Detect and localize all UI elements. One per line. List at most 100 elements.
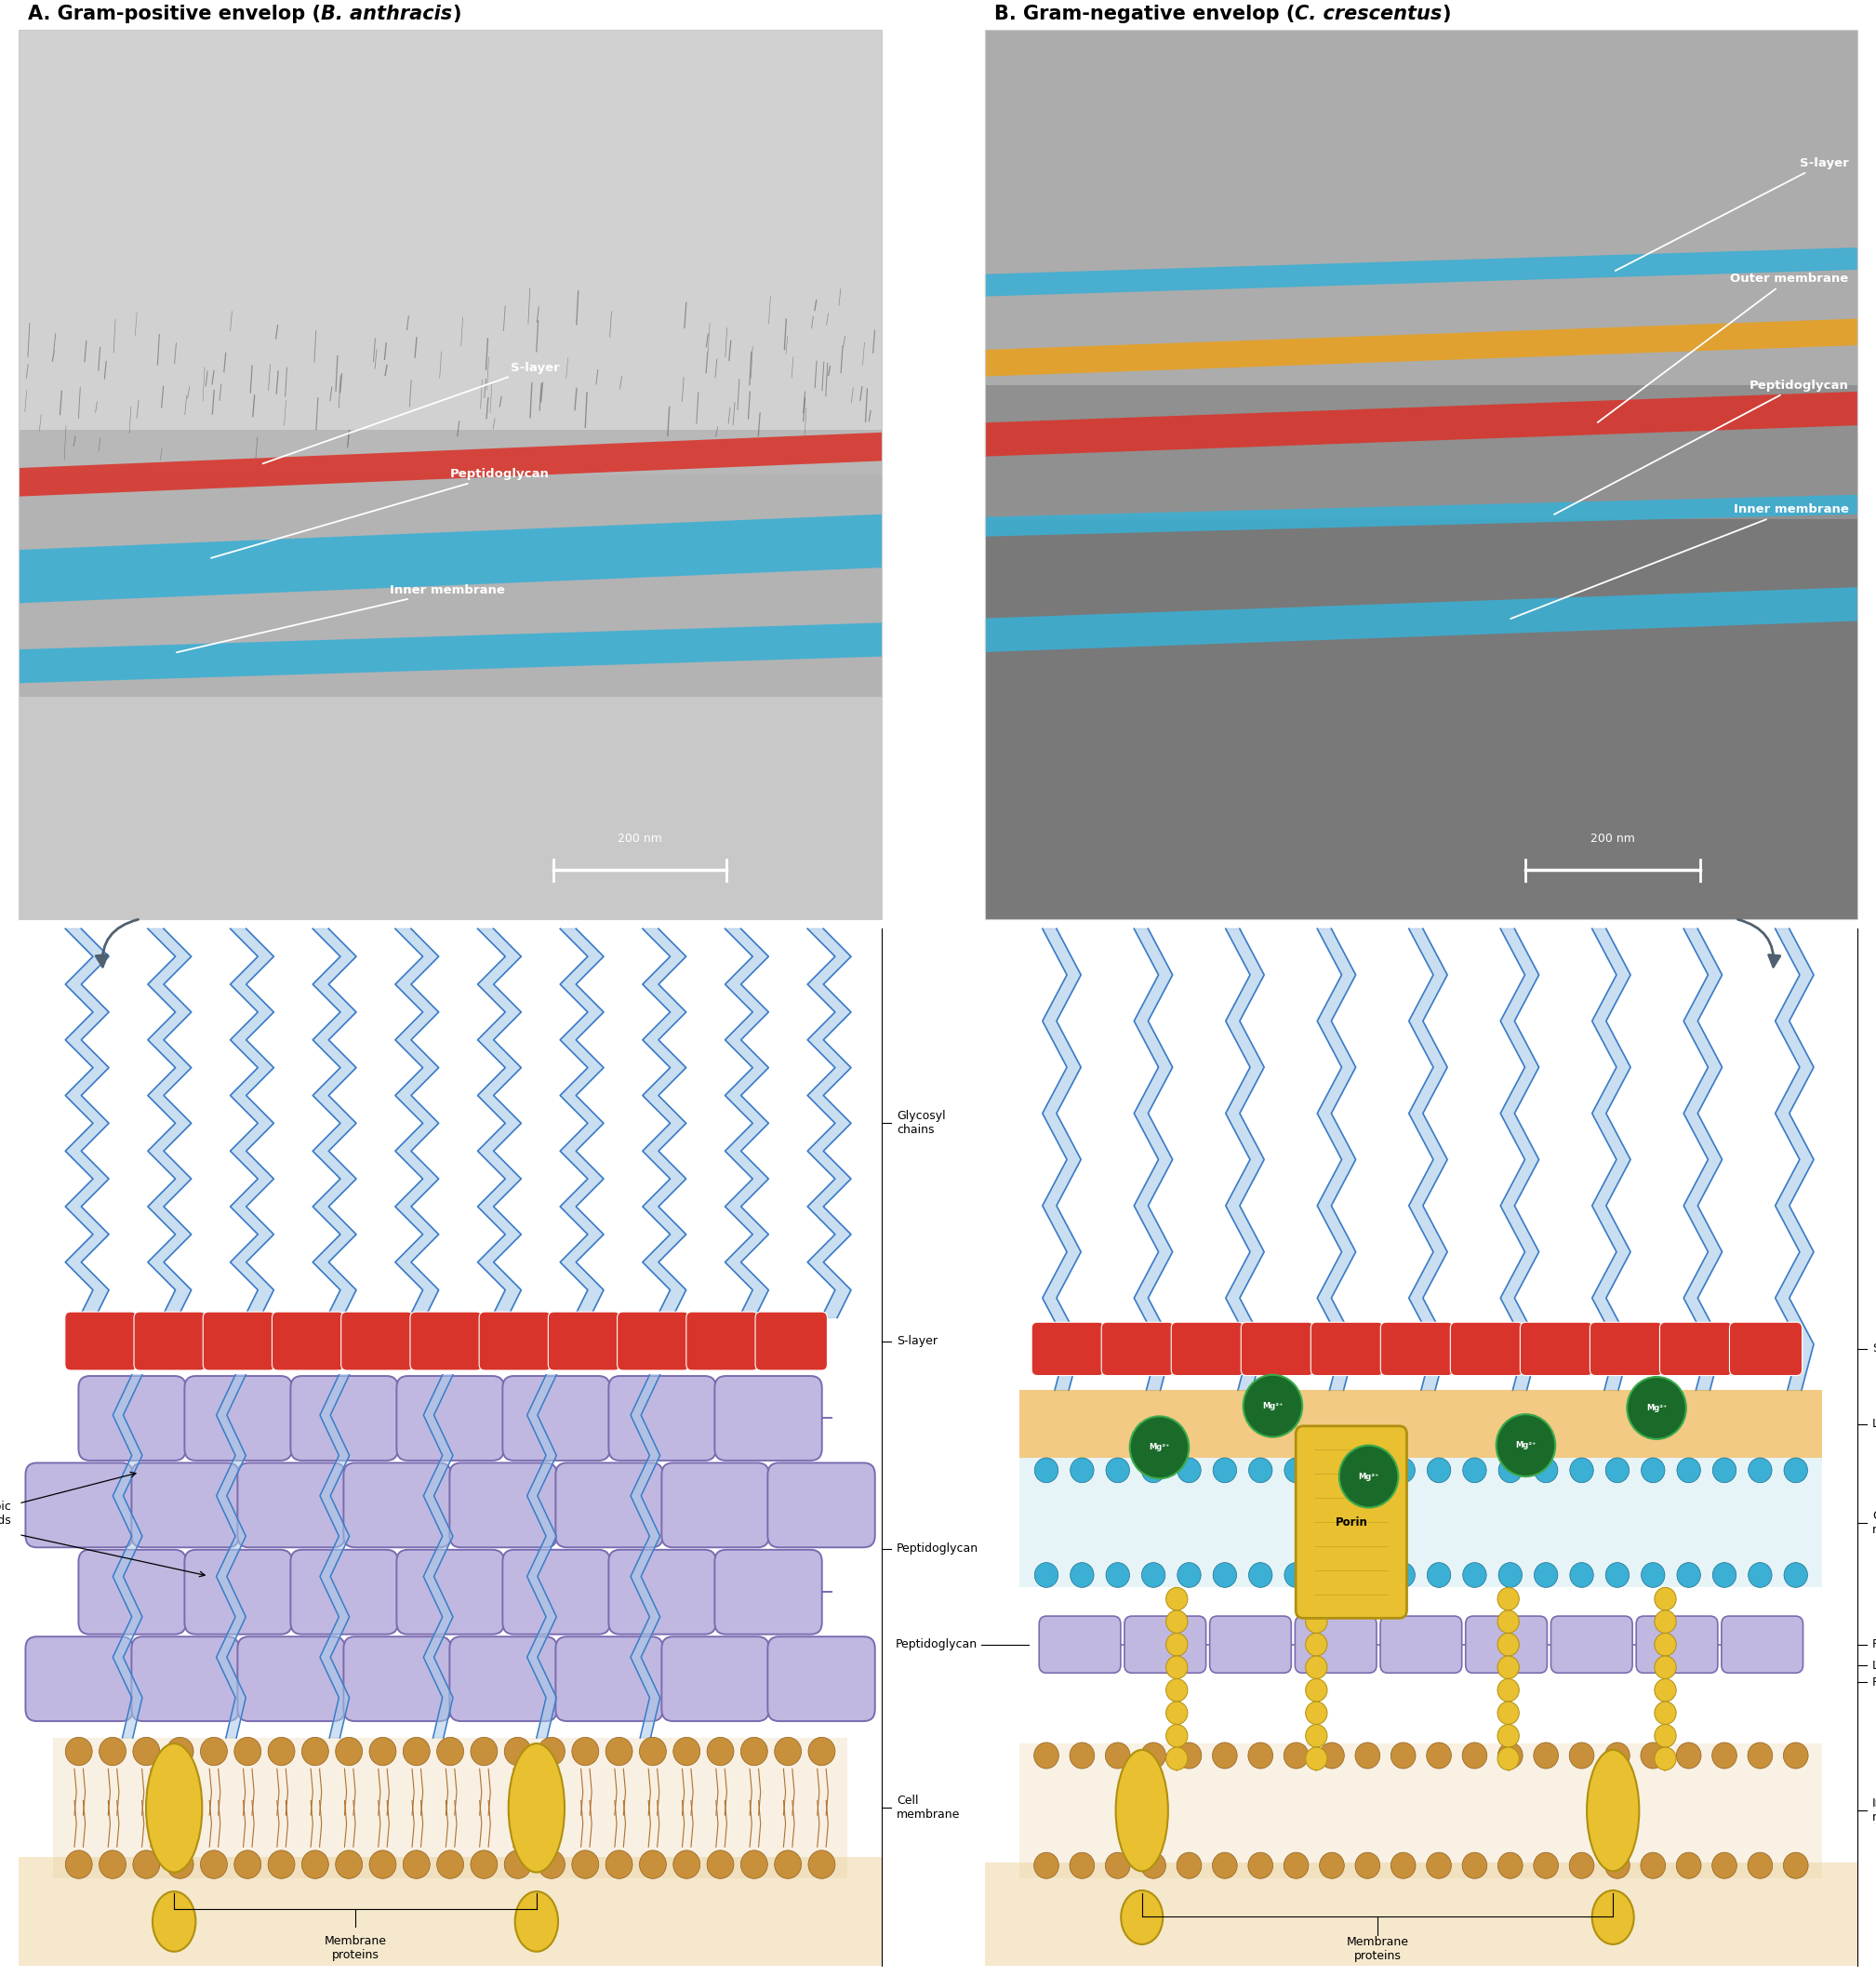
Circle shape — [1142, 1563, 1165, 1587]
Circle shape — [1784, 1563, 1808, 1587]
Circle shape — [1655, 1656, 1675, 1680]
Circle shape — [707, 1737, 734, 1765]
FancyBboxPatch shape — [548, 1312, 621, 1371]
Circle shape — [403, 1850, 430, 1879]
Circle shape — [1535, 1458, 1557, 1482]
FancyBboxPatch shape — [503, 1375, 610, 1460]
Circle shape — [1655, 1725, 1675, 1747]
Circle shape — [1642, 1458, 1664, 1482]
Bar — [19, 929, 882, 1966]
Circle shape — [1497, 1587, 1520, 1610]
Circle shape — [1321, 1458, 1343, 1482]
Text: S-layer: S-layer — [897, 1336, 938, 1348]
Circle shape — [1533, 1852, 1559, 1879]
Circle shape — [1141, 1852, 1165, 1879]
FancyBboxPatch shape — [291, 1549, 398, 1634]
Circle shape — [741, 1850, 767, 1879]
Polygon shape — [527, 1375, 557, 1739]
Circle shape — [1461, 1743, 1488, 1769]
Polygon shape — [807, 929, 852, 1318]
Polygon shape — [216, 1375, 246, 1739]
Circle shape — [1655, 1680, 1675, 1701]
Polygon shape — [113, 1375, 143, 1739]
Circle shape — [1428, 1563, 1450, 1587]
Circle shape — [1107, 1458, 1129, 1482]
Ellipse shape — [1122, 1891, 1163, 1944]
Circle shape — [302, 1850, 328, 1879]
Circle shape — [1499, 1563, 1521, 1587]
Circle shape — [1655, 1610, 1675, 1632]
Circle shape — [1214, 1458, 1236, 1482]
Circle shape — [1677, 1852, 1702, 1879]
Circle shape — [403, 1737, 430, 1765]
Circle shape — [1306, 1610, 1326, 1632]
Text: Mg²⁺: Mg²⁺ — [1263, 1401, 1283, 1411]
Circle shape — [1176, 1743, 1201, 1769]
Ellipse shape — [146, 1743, 203, 1873]
FancyBboxPatch shape — [1124, 1616, 1206, 1674]
Bar — [985, 30, 1857, 919]
FancyBboxPatch shape — [1381, 1322, 1454, 1375]
Circle shape — [1535, 1563, 1557, 1587]
Circle shape — [1497, 1415, 1555, 1476]
Circle shape — [471, 1850, 497, 1879]
FancyBboxPatch shape — [272, 1312, 343, 1371]
FancyBboxPatch shape — [343, 1636, 450, 1721]
Text: Peptidoglycan: Peptidoglycan — [897, 1543, 979, 1555]
Polygon shape — [643, 929, 687, 1318]
Polygon shape — [66, 929, 109, 1318]
Text: Mg²⁺: Mg²⁺ — [1358, 1472, 1379, 1480]
Circle shape — [1249, 1458, 1272, 1482]
Circle shape — [1606, 1852, 1630, 1879]
Circle shape — [1129, 1417, 1189, 1478]
Text: Cell
membrane: Cell membrane — [897, 1794, 961, 1822]
Circle shape — [1570, 1458, 1593, 1482]
Circle shape — [640, 1737, 666, 1765]
Circle shape — [1306, 1632, 1326, 1656]
Circle shape — [1497, 1725, 1520, 1747]
Circle shape — [1167, 1656, 1188, 1680]
Circle shape — [133, 1737, 159, 1765]
Circle shape — [1533, 1743, 1559, 1769]
FancyBboxPatch shape — [1551, 1616, 1632, 1674]
Circle shape — [809, 1850, 835, 1879]
FancyBboxPatch shape — [133, 1312, 206, 1371]
Polygon shape — [478, 929, 522, 1318]
Circle shape — [1319, 1852, 1345, 1879]
Ellipse shape — [1116, 1751, 1169, 1871]
Circle shape — [1069, 1743, 1094, 1769]
Circle shape — [302, 1737, 328, 1765]
Circle shape — [336, 1737, 362, 1765]
Circle shape — [1713, 1458, 1735, 1482]
Circle shape — [1499, 1458, 1521, 1482]
Polygon shape — [231, 929, 274, 1318]
Polygon shape — [19, 622, 882, 684]
Bar — [985, 929, 1857, 1966]
Circle shape — [673, 1850, 700, 1879]
Circle shape — [1568, 1743, 1595, 1769]
FancyBboxPatch shape — [687, 1312, 758, 1371]
Circle shape — [1497, 1701, 1520, 1725]
Circle shape — [167, 1850, 193, 1879]
FancyBboxPatch shape — [184, 1375, 293, 1460]
Circle shape — [505, 1737, 531, 1765]
Text: Teichoic
acids: Teichoic acids — [0, 1502, 11, 1527]
FancyBboxPatch shape — [662, 1636, 769, 1721]
Polygon shape — [985, 247, 1857, 296]
Circle shape — [1606, 1458, 1628, 1482]
Circle shape — [1463, 1458, 1486, 1482]
Text: 200 nm: 200 nm — [617, 834, 662, 846]
Bar — [1021, 1391, 1822, 1458]
Text: Inner membrane: Inner membrane — [1510, 504, 1848, 618]
Text: Mg²⁺: Mg²⁺ — [1148, 1442, 1171, 1452]
Circle shape — [538, 1850, 565, 1879]
Circle shape — [1283, 1852, 1309, 1879]
Polygon shape — [630, 1375, 660, 1739]
Text: Glycosyl
chains: Glycosyl chains — [897, 1111, 946, 1136]
Text: Outer membrane: Outer membrane — [1598, 273, 1848, 423]
FancyBboxPatch shape — [608, 1375, 717, 1460]
Circle shape — [99, 1850, 126, 1879]
Circle shape — [1428, 1458, 1450, 1482]
FancyBboxPatch shape — [238, 1462, 345, 1547]
Circle shape — [1306, 1656, 1326, 1680]
